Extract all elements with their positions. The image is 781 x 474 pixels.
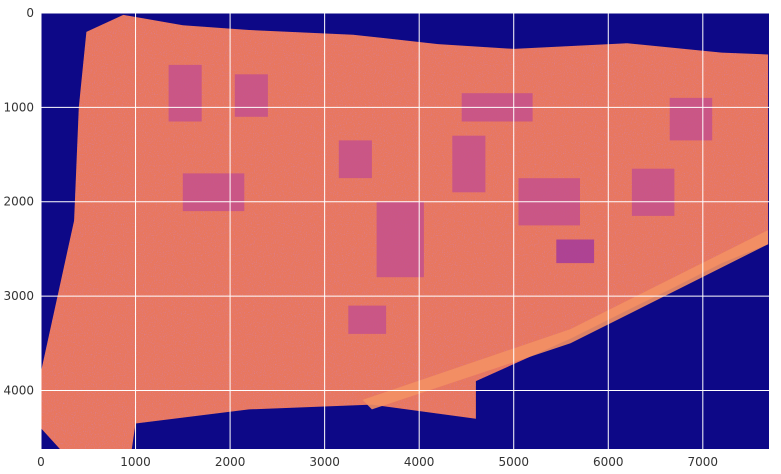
road-band [362, 230, 769, 410]
building-region [168, 64, 202, 122]
y-tick-label: 1000 [3, 100, 34, 114]
x-tick-label: 7000 [688, 455, 719, 469]
building-region [669, 97, 713, 141]
y-tick-label: 3000 [3, 289, 34, 303]
building-region [452, 135, 486, 193]
x-tick-label: 0 [37, 455, 45, 469]
building-region [631, 168, 675, 216]
building-region [556, 239, 595, 264]
y-axis-ticks: 0 1000 2000 3000 4000 [3, 6, 34, 397]
plot-area [41, 13, 769, 449]
x-tick-label: 3000 [309, 455, 340, 469]
x-tick-label: 2000 [215, 455, 246, 469]
grid-lines [41, 13, 769, 449]
building-region [348, 305, 387, 334]
x-tick-label: 1000 [120, 455, 151, 469]
y-tick-label: 2000 [3, 195, 34, 209]
building-region [376, 201, 424, 278]
y-tick-label: 4000 [3, 383, 34, 397]
x-tick-label: 5000 [498, 455, 529, 469]
y-tick-label: 0 [26, 6, 34, 20]
building-region [234, 74, 268, 117]
building-region [182, 173, 245, 212]
x-tick-label: 6000 [593, 455, 624, 469]
building-region [338, 140, 372, 179]
x-axis-ticks: 0 1000 2000 3000 4000 5000 6000 7000 [37, 455, 718, 469]
x-tick-label: 4000 [404, 455, 435, 469]
